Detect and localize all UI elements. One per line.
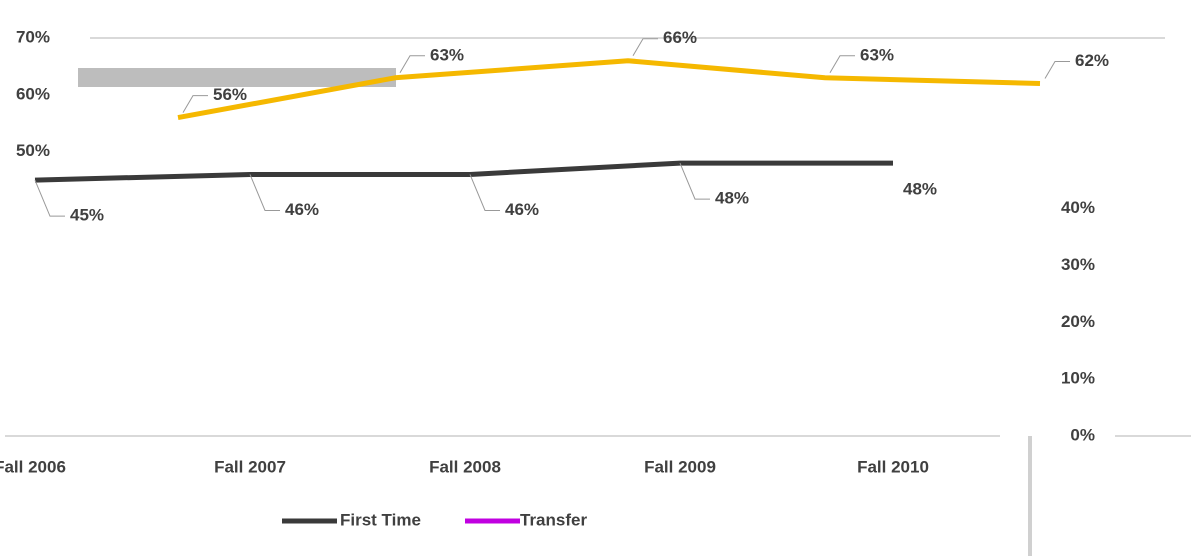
y-tick-label: 60%	[16, 84, 50, 103]
leader-line	[829, 55, 855, 74]
y-tick-label: 30%	[1061, 255, 1095, 274]
data-label: 46%	[505, 200, 539, 219]
y-tick-label: 10%	[1061, 369, 1095, 388]
x-tick-label: Fall 2008	[429, 457, 501, 476]
y-tick-label: 50%	[16, 141, 50, 160]
data-label: 63%	[860, 45, 894, 64]
data-label: 45%	[70, 206, 104, 225]
leader-line	[1044, 60, 1070, 79]
data-label: 48%	[715, 189, 749, 208]
x-tick-label: Fall 2010	[857, 457, 929, 476]
series-line	[34, 160, 893, 183]
data-label: 66%	[663, 28, 697, 47]
x-tick-label: Fall 2006	[0, 457, 66, 476]
leader-line	[632, 38, 658, 56]
leader-line	[679, 162, 710, 200]
legend-label: First Time	[340, 510, 421, 529]
y-tick-label: 20%	[1061, 312, 1095, 331]
data-label: 46%	[285, 200, 319, 219]
leader-line	[249, 174, 280, 211]
legend-label: Transfer	[520, 510, 587, 529]
y-tick-label: 0%	[1070, 425, 1095, 444]
y-tick-label: 70%	[16, 27, 50, 46]
data-label: 62%	[1075, 51, 1109, 70]
leader-line	[469, 174, 500, 211]
series-line	[177, 58, 1041, 121]
leader-line	[399, 55, 425, 74]
data-label: 63%	[430, 45, 464, 64]
data-label: 56%	[213, 85, 247, 104]
x-tick-label: Fall 2007	[214, 457, 286, 476]
glitch-block	[78, 68, 396, 87]
leader-line	[182, 95, 208, 113]
x-tick-label: Fall 2009	[644, 457, 716, 476]
y-tick-label: 40%	[1061, 198, 1095, 217]
leader-line	[34, 179, 65, 217]
data-label: 48%	[903, 180, 937, 199]
